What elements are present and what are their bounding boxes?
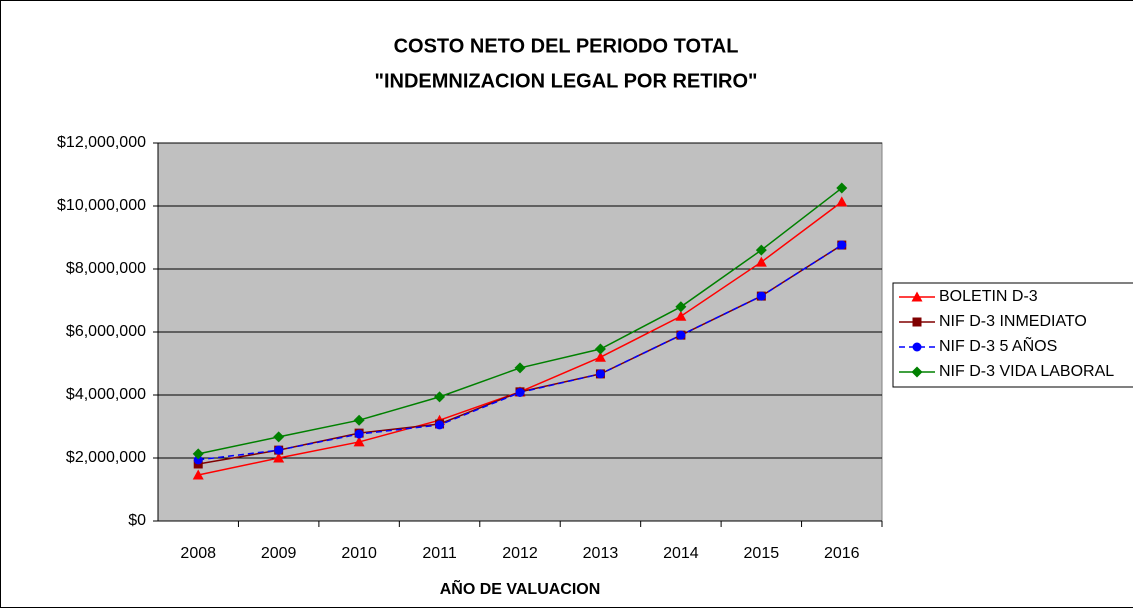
x-tick-label: 2011 [422,545,457,562]
y-tick-label: $12,000,000 [57,134,146,151]
y-tick-label: $4,000,000 [66,386,146,403]
marker [192,448,204,460]
marker [514,362,526,374]
y-tick-label: $0 [128,512,146,529]
x-tick-label: 2014 [663,545,699,562]
marker [515,387,525,397]
marker [911,366,923,378]
marker [836,182,848,194]
marker [676,330,686,340]
x-tick-label: 2008 [180,545,216,562]
marker [192,469,204,480]
legend-box [892,282,1133,388]
marker [836,196,848,207]
marker [274,445,284,455]
marker [273,452,285,463]
chart-title: COSTO NETO DEL PERIODO TOTAL [394,35,739,57]
legend-label: NIF D-3 VIDA LABORAL [939,363,1114,380]
y-tick-label: $6,000,000 [66,323,146,340]
marker [354,429,364,439]
marker [912,317,922,327]
marker [755,256,767,267]
legend-label: NIF D-3 INMEDIATO [939,313,1087,330]
marker [594,351,606,362]
marker [435,420,445,430]
marker [193,455,203,465]
marker [911,291,923,302]
marker [755,244,767,256]
y-tick-label: $10,000,000 [57,197,146,214]
marker [837,240,847,250]
y-tick-label: $2,000,000 [66,449,146,466]
legend-label: NIF D-3 5 AÑOS [939,335,1057,355]
marker [675,310,687,321]
marker [675,301,687,313]
marker [353,436,365,447]
marker [353,414,365,426]
x-tick-label: 2010 [341,545,377,562]
marker [434,391,446,403]
legend-label: BOLETIN D-3 [939,288,1038,305]
x-tick-label: 2009 [261,545,297,562]
chart-subtitle: "INDEMNIZACION LEGAL POR RETIRO" [374,70,757,92]
x-tick-label: 2016 [824,545,860,562]
x-tick-label: 2015 [744,545,780,562]
marker [273,431,285,443]
y-tick-label: $8,000,000 [66,260,146,277]
x-tick-label: 2012 [502,545,538,562]
marker [912,342,922,352]
marker [756,291,766,301]
x-axis-title: AÑO DE VALUACION [440,578,601,598]
marker [595,369,605,379]
x-tick-label: 2013 [583,545,619,562]
marker [594,343,606,355]
